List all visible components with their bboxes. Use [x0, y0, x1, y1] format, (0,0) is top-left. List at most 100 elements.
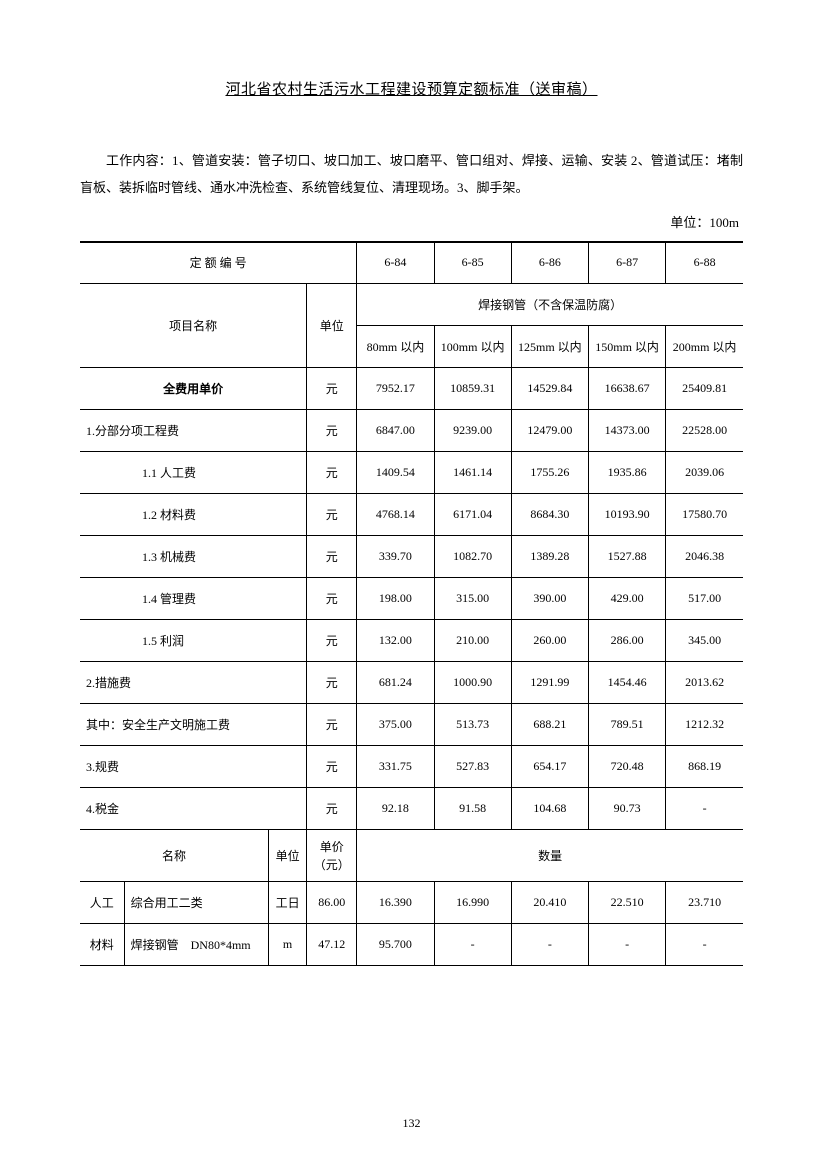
row-value: 339.70: [357, 536, 434, 578]
row-name: 1.5 利润: [80, 620, 307, 662]
item-qty: -: [511, 924, 588, 966]
unit-header: 单位: [307, 284, 357, 368]
row-value: 104.68: [511, 788, 588, 830]
project-name-header: 项目名称: [80, 284, 307, 368]
row-value: 720.48: [588, 746, 665, 788]
row-value: 1389.28: [511, 536, 588, 578]
row-value: 527.83: [434, 746, 511, 788]
quota-code: 6-86: [511, 242, 588, 284]
row-unit: 元: [307, 788, 357, 830]
row-name: 1.1 人工费: [80, 452, 307, 494]
row-value: 132.00: [357, 620, 434, 662]
item-qty: 23.710: [666, 882, 743, 924]
row-name: 4.税金: [80, 788, 307, 830]
item-price: 47.12: [307, 924, 357, 966]
row-value: 12479.00: [511, 410, 588, 452]
row-value: 315.00: [434, 578, 511, 620]
row-value: 92.18: [357, 788, 434, 830]
row-name: 1.分部分项工程费: [80, 410, 307, 452]
price-header: 单价（元）: [307, 830, 357, 882]
category-cell: 人工: [80, 882, 124, 924]
row-value: 681.24: [357, 662, 434, 704]
row-value: 14529.84: [511, 368, 588, 410]
row-value: 1409.54: [357, 452, 434, 494]
row-value: 90.73: [588, 788, 665, 830]
row-value: 513.73: [434, 704, 511, 746]
row-unit: 元: [307, 368, 357, 410]
unit2-header: 单位: [269, 830, 307, 882]
row-name: 2.措施费: [80, 662, 307, 704]
item-unit: 工日: [269, 882, 307, 924]
item-name: 综合用工二类: [124, 882, 268, 924]
spec-col: 80mm 以内: [357, 326, 434, 368]
row-value: 1082.70: [434, 536, 511, 578]
row-value: 331.75: [357, 746, 434, 788]
spec-group-header: 焊接钢管（不含保温防腐）: [357, 284, 743, 326]
row-value: 1212.32: [666, 704, 743, 746]
row-value: 4768.14: [357, 494, 434, 536]
row-value: 9239.00: [434, 410, 511, 452]
item-qty: 20.410: [511, 882, 588, 924]
row-value: 10859.31: [434, 368, 511, 410]
row-value: 91.58: [434, 788, 511, 830]
row-name: 全费用单价: [80, 368, 307, 410]
item-qty: 22.510: [588, 882, 665, 924]
row-value: 1291.99: [511, 662, 588, 704]
row-name: 1.4 管理费: [80, 578, 307, 620]
category-cell: 材料: [80, 924, 124, 966]
row-unit: 元: [307, 536, 357, 578]
spec-col: 200mm 以内: [666, 326, 743, 368]
document-title: 河北省农村生活污水工程建设预算定额标准（送审稿）: [80, 78, 743, 99]
row-value: 375.00: [357, 704, 434, 746]
item-qty: 16.990: [434, 882, 511, 924]
item-qty: -: [666, 924, 743, 966]
row-value: 17580.70: [666, 494, 743, 536]
row-value: 25409.81: [666, 368, 743, 410]
row-unit: 元: [307, 746, 357, 788]
spec-col: 125mm 以内: [511, 326, 588, 368]
item-qty: -: [434, 924, 511, 966]
row-value: 1527.88: [588, 536, 665, 578]
quota-code-label: 定 额 编 号: [80, 242, 357, 284]
row-value: 1461.14: [434, 452, 511, 494]
row-value: 10193.90: [588, 494, 665, 536]
quota-code: 6-85: [434, 242, 511, 284]
quota-code: 6-84: [357, 242, 434, 284]
spec-col: 100mm 以内: [434, 326, 511, 368]
row-value: 654.17: [511, 746, 588, 788]
row-value: 390.00: [511, 578, 588, 620]
row-unit: 元: [307, 410, 357, 452]
row-value: -: [666, 788, 743, 830]
item-qty: 95.700: [357, 924, 434, 966]
quota-code: 6-87: [588, 242, 665, 284]
item-qty: -: [588, 924, 665, 966]
row-unit: 元: [307, 704, 357, 746]
row-value: 8684.30: [511, 494, 588, 536]
row-name: 1.3 机械费: [80, 536, 307, 578]
row-value: 14373.00: [588, 410, 665, 452]
row-value: 6847.00: [357, 410, 434, 452]
name-header: 名称: [80, 830, 269, 882]
row-name: 1.2 材料费: [80, 494, 307, 536]
item-qty: 16.390: [357, 882, 434, 924]
row-value: 6171.04: [434, 494, 511, 536]
row-value: 1935.86: [588, 452, 665, 494]
unit-label: 单位：100m: [80, 212, 743, 231]
spec-col: 150mm 以内: [588, 326, 665, 368]
item-price: 86.00: [307, 882, 357, 924]
item-name: 焊接钢管 DN80*4mm: [124, 924, 268, 966]
row-unit: 元: [307, 620, 357, 662]
row-value: 286.00: [588, 620, 665, 662]
row-value: 16638.67: [588, 368, 665, 410]
row-name: 其中：安全生产文明施工费: [80, 704, 307, 746]
row-value: 198.00: [357, 578, 434, 620]
row-value: 2039.06: [666, 452, 743, 494]
qty-header: 数量: [357, 830, 743, 882]
row-value: 868.19: [666, 746, 743, 788]
row-value: 2013.62: [666, 662, 743, 704]
row-value: 789.51: [588, 704, 665, 746]
item-unit: m: [269, 924, 307, 966]
row-value: 260.00: [511, 620, 588, 662]
row-value: 345.00: [666, 620, 743, 662]
row-name: 3.规费: [80, 746, 307, 788]
